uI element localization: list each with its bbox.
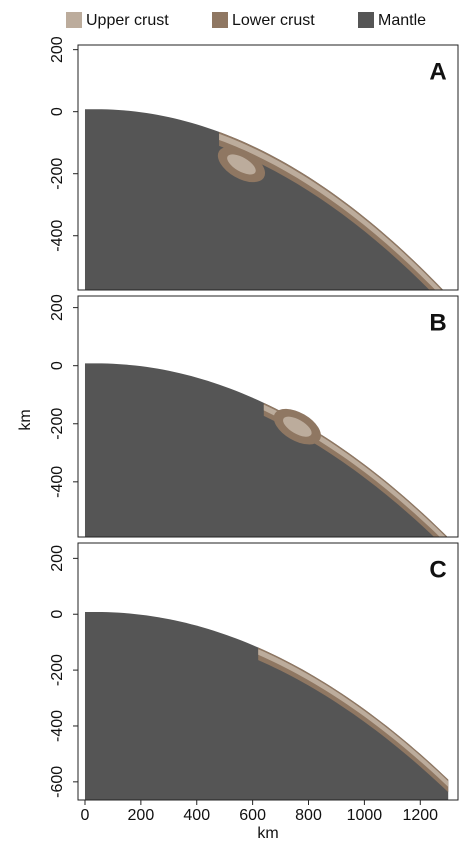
y-tick-label: 200 [49, 545, 66, 572]
y-tick-label: -400 [49, 710, 66, 742]
mantle-region [84, 109, 449, 290]
legend-label: Upper crust [86, 12, 169, 29]
y-tick-label: 200 [49, 36, 66, 63]
legend-swatch [358, 12, 374, 28]
legend-swatch [66, 12, 82, 28]
crust-blob [227, 154, 256, 175]
panel-title: B [429, 309, 446, 336]
mantle-region [84, 363, 449, 537]
y-tick-label: 0 [49, 361, 66, 370]
lower-crust [258, 647, 449, 793]
y-tick-label: 200 [49, 294, 66, 321]
x-tick-label: 600 [239, 807, 266, 824]
y-tick-label: -200 [49, 408, 66, 440]
x-tick-label: 0 [81, 807, 90, 824]
section-body [84, 363, 449, 537]
y-tick-label: -200 [49, 654, 66, 686]
panel-title: C [429, 556, 446, 583]
y-tick-label: 0 [49, 610, 66, 619]
y-tick-label: 0 [49, 107, 66, 116]
y-tick-label: -400 [49, 466, 66, 498]
panel: A 200 0 -200 -400 [49, 36, 459, 291]
panel: C 200 0 -200 -400 -600 0 200 400 600 800 1000 1200 [49, 542, 459, 824]
y-tick-label: -600 [49, 766, 66, 798]
crust-blob [283, 416, 312, 437]
section-body [84, 611, 449, 800]
x-tick-label: 400 [183, 807, 210, 824]
panel-frame [77, 542, 459, 801]
upper-crust [258, 649, 449, 787]
legend-swatch [212, 12, 228, 28]
x-tick-label: 200 [128, 807, 155, 824]
x-axis-label: km [257, 825, 278, 842]
y-axis-label: km [17, 409, 34, 430]
legend-label: Mantle [378, 12, 426, 29]
y-tick-label: -400 [49, 220, 66, 252]
panel: B 200 0 -200 -400 [49, 294, 459, 538]
legend-label: Lower crust [232, 12, 315, 29]
x-tick-label: 1200 [402, 807, 438, 824]
panel-frame [77, 295, 459, 538]
x-tick-label: 1000 [347, 807, 383, 824]
y-tick-label: -200 [49, 158, 66, 190]
panel-frame [77, 44, 459, 291]
section-body [84, 109, 449, 290]
panel-title: A [429, 58, 446, 85]
mantle-region [84, 611, 449, 800]
x-tick-label: 800 [295, 807, 322, 824]
